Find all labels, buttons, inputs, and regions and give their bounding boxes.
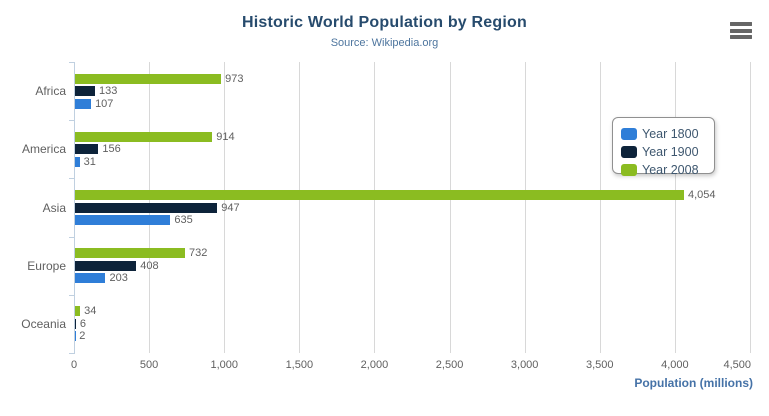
- category-label-africa: Africa: [35, 84, 66, 99]
- bar-asia-year-1900[interactable]: [75, 202, 218, 213]
- export-menu-icon[interactable]: [730, 22, 752, 42]
- category-tick: [69, 62, 75, 63]
- chart-subtitle: Source: Wikipedia.org: [330, 37, 439, 49]
- category-label-asia: Asia: [42, 200, 66, 215]
- bar-value-label: 408: [140, 259, 159, 272]
- legend-item-year-2008[interactable]: Year 2008: [621, 161, 714, 179]
- bar-value-label: 156: [102, 143, 121, 156]
- legend-item-year-1900[interactable]: Year 1900: [621, 143, 714, 161]
- gridline: [599, 62, 601, 353]
- category-tick: [69, 178, 75, 180]
- bar-value-label: 31: [83, 155, 96, 168]
- x-tick-label: 1,000: [210, 359, 238, 371]
- bar-europe-year-1900[interactable]: [75, 260, 137, 271]
- gridline: [674, 62, 676, 353]
- legend-item-label: Year 1800: [642, 127, 699, 141]
- gridline: [224, 62, 226, 353]
- bar-america-year-2008[interactable]: [75, 131, 213, 142]
- bar-oceania-year-2008[interactable]: [75, 306, 81, 317]
- bar-value-label: 4,054: [688, 189, 716, 201]
- bar-value-label: 34: [84, 305, 97, 318]
- bar-value-label: 6: [79, 317, 87, 330]
- legend-swatch-icon: [621, 164, 637, 176]
- x-axis-title: Population (millions): [634, 376, 753, 390]
- x-tick-label: 3,000: [510, 359, 539, 371]
- x-tick-label: 500: [139, 359, 159, 371]
- bar-value-label: 732: [188, 247, 208, 260]
- bar-africa-year-2008[interactable]: [75, 73, 222, 84]
- category-tick: [69, 353, 75, 354]
- bar-value-label: 107: [95, 97, 114, 110]
- x-tick-label: 0: [70, 359, 78, 371]
- legend-swatch-icon: [621, 146, 637, 158]
- legend-item-year-1800[interactable]: Year 1800: [621, 125, 714, 143]
- bar-america-year-1800[interactable]: [75, 156, 80, 167]
- bar-africa-year-1800[interactable]: [75, 98, 92, 109]
- legend-item-label: Year 2008: [642, 163, 699, 177]
- legend-item-label: Year 1900: [642, 145, 699, 159]
- bar-value-label: 973: [225, 72, 244, 85]
- bar-oceania-year-1900[interactable]: [75, 318, 76, 329]
- legend: Year 1800 Year 1900 Year 2008: [612, 117, 715, 177]
- bar-america-year-1900[interactable]: [75, 144, 99, 155]
- x-tick-label: 4,500: [723, 359, 751, 371]
- category-label-europe: Europe: [27, 258, 66, 273]
- bar-europe-year-1800[interactable]: [75, 273, 106, 284]
- bar-value-label: 133: [98, 85, 118, 98]
- bar-value-label: 635: [174, 214, 193, 226]
- bar-asia-year-2008[interactable]: [75, 190, 684, 200]
- x-tick-label: 1,500: [285, 359, 314, 371]
- category-label-america: America: [21, 142, 66, 157]
- bar-asia-year-1800[interactable]: [75, 215, 171, 225]
- gridline: [750, 62, 751, 353]
- x-tick-label: 4,000: [661, 359, 689, 371]
- category-tick: [69, 294, 75, 296]
- bar-value-label: 947: [221, 201, 240, 214]
- bar-europe-year-2008[interactable]: [75, 248, 185, 259]
- menu-bar: [730, 28, 752, 33]
- menu-bar: [730, 35, 752, 39]
- category-tick: [69, 236, 75, 238]
- chart-title: Historic World Population by Region: [242, 14, 527, 31]
- legend-swatch-icon: [621, 128, 637, 140]
- plot-area: 973 133 107 914 156 31 4,054 947 635 732 408 203 34 6…: [69, 62, 751, 354]
- gridline: [374, 62, 376, 353]
- menu-bar: [730, 22, 752, 26]
- bar-value-label: 2: [79, 330, 86, 343]
- bar-value-label: 914: [216, 130, 235, 143]
- bar-value-label: 203: [109, 272, 128, 285]
- x-tick-label: 3,500: [586, 359, 614, 371]
- gridline: [524, 62, 526, 353]
- x-tick-label: 2,000: [360, 359, 389, 371]
- category-tick: [69, 120, 75, 122]
- category-label-oceania: Oceania: [21, 316, 66, 331]
- gridline: [299, 62, 301, 353]
- bar-africa-year-1900[interactable]: [75, 86, 95, 97]
- x-tick-label: 2,500: [435, 359, 464, 371]
- gridline: [449, 62, 451, 353]
